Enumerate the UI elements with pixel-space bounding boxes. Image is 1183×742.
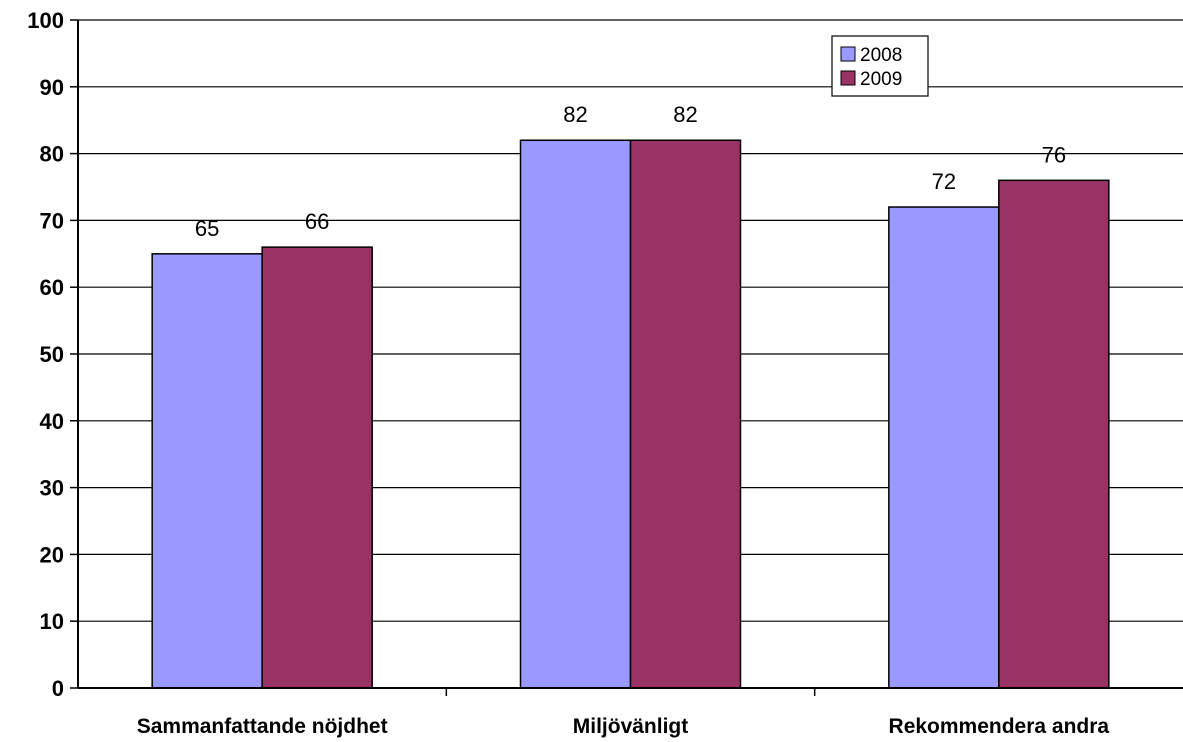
bar <box>998 179 1110 689</box>
data-label: 82 <box>563 102 587 127</box>
data-label: 72 <box>932 169 956 194</box>
bar <box>519 139 632 689</box>
data-label: 66 <box>305 209 329 234</box>
data-label: 76 <box>1042 142 1066 167</box>
bars <box>151 139 1110 689</box>
legend-label: 2008 <box>860 45 902 66</box>
y-tick-label: 30 <box>40 476 64 501</box>
legend-label: 2009 <box>860 69 902 90</box>
y-tick-label: 90 <box>40 75 64 100</box>
x-tick-label: Rekommendera andra <box>889 715 1110 738</box>
y-axis-ticks: 0 10 20 30 40 50 60 70 80 90 100 <box>27 8 78 701</box>
y-tick-label: 50 <box>40 342 64 367</box>
data-label: 82 <box>673 102 697 127</box>
data-label: 65 <box>195 216 219 241</box>
x-tick-label: Sammanfattande nöjdhet <box>137 715 388 738</box>
legend: 2008 2009 <box>831 35 929 97</box>
legend-box <box>831 35 929 97</box>
bar <box>151 253 263 689</box>
y-tick-label: 70 <box>40 208 64 233</box>
bar <box>629 139 742 689</box>
x-tick-label: Miljövänligt <box>573 715 689 738</box>
bar <box>888 206 1000 689</box>
y-tick-label: 0 <box>52 676 64 701</box>
legend-swatch <box>840 70 856 86</box>
legend-swatch <box>840 46 856 62</box>
y-tick-label: 10 <box>40 609 64 634</box>
y-tick-label: 40 <box>40 409 64 434</box>
data-labels: 65 66 82 82 72 76 <box>195 102 1066 241</box>
bar <box>261 246 373 689</box>
y-tick-label: 60 <box>40 275 64 300</box>
y-tick-label: 20 <box>40 542 64 567</box>
y-tick-label: 100 <box>27 8 64 33</box>
x-axis-ticks: Sammanfattande nöjdhet Miljövänligt Rekomm… <box>137 688 1110 738</box>
y-tick-label: 80 <box>40 142 64 167</box>
